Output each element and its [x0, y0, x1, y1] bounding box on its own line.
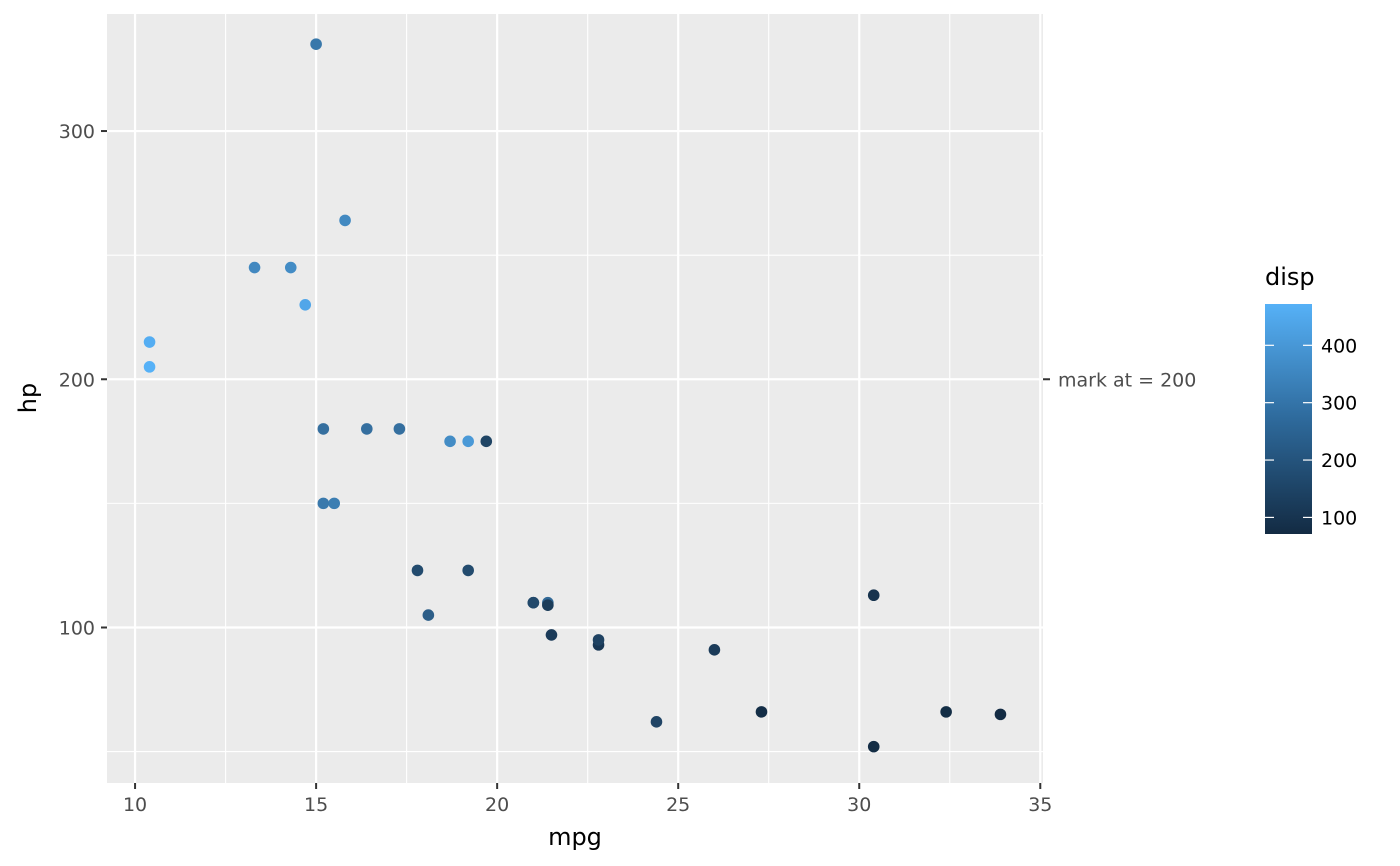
- plot-panel: [107, 14, 1043, 783]
- data-point: [545, 629, 558, 641]
- data-point: [940, 706, 952, 718]
- colorbar-label: 300: [1321, 393, 1357, 415]
- x-tick-label: 35: [1028, 794, 1052, 816]
- colorbar-label: 400: [1321, 335, 1357, 357]
- y-tick-label: 300: [59, 121, 95, 143]
- data-point: [411, 564, 424, 577]
- data-point: [462, 564, 474, 577]
- major-gridlines: [107, 14, 1043, 783]
- data-point: [462, 435, 474, 448]
- data-point: [480, 435, 493, 448]
- data-point: [143, 336, 156, 348]
- y-tick-label: 200: [59, 369, 95, 391]
- data-point: [527, 596, 540, 609]
- secondary-axis: mark at = 200: [1043, 369, 1196, 391]
- data-point: [248, 261, 261, 274]
- data-point: [444, 435, 456, 448]
- data-point: [755, 706, 768, 718]
- y-axis-title: hp: [14, 383, 42, 413]
- data-point: [284, 261, 297, 274]
- colorbar-ticks: 100 200 300 400: [1265, 335, 1357, 529]
- y-tick-label: 100: [59, 617, 95, 639]
- minor-gridlines: [107, 14, 1043, 783]
- y-axis: 100 200 300: [59, 121, 107, 639]
- data-point: [708, 644, 721, 656]
- data-point: [650, 716, 663, 728]
- colorbar-label: 100: [1321, 507, 1357, 529]
- data-point: [143, 361, 156, 373]
- data-point: [592, 634, 605, 646]
- data-point: [310, 38, 322, 50]
- data-point: [422, 609, 435, 621]
- data-point: [317, 423, 330, 435]
- data-point: [299, 298, 312, 311]
- x-axis: 10 15 20 25 30 35: [123, 783, 1052, 816]
- data-point: [328, 497, 341, 510]
- x-tick-label: 30: [847, 794, 871, 816]
- colorbar-label: 200: [1321, 450, 1357, 472]
- x-tick-label: 15: [304, 794, 328, 816]
- data-point: [317, 497, 330, 510]
- data-point: [867, 740, 880, 753]
- x-axis-title: mpg: [548, 823, 602, 851]
- secondary-axis-label: mark at = 200: [1058, 369, 1196, 391]
- x-tick-label: 10: [123, 794, 147, 816]
- colorbar: [1265, 304, 1312, 534]
- data-point: [393, 423, 406, 435]
- x-tick-label: 20: [485, 794, 509, 816]
- legend: disp 100 200 300 400: [1265, 263, 1357, 534]
- data-points: [143, 38, 1007, 753]
- data-point: [867, 589, 880, 602]
- legend-title: disp: [1265, 263, 1315, 291]
- data-point: [360, 423, 373, 435]
- data-point: [542, 599, 554, 611]
- data-point: [994, 708, 1007, 721]
- x-tick-label: 25: [666, 794, 690, 816]
- data-point: [339, 214, 351, 227]
